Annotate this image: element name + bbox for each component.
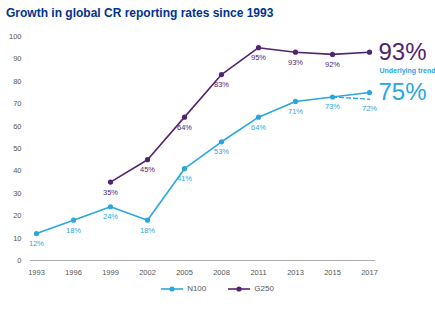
- svg-text:2015: 2015: [324, 268, 341, 277]
- svg-text:35%: 35%: [103, 188, 118, 197]
- svg-text:75%: 75%: [379, 78, 427, 105]
- svg-text:93%: 93%: [288, 58, 303, 67]
- svg-text:53%: 53%: [214, 147, 229, 156]
- svg-text:50: 50: [13, 144, 21, 153]
- svg-text:10: 10: [13, 234, 21, 243]
- svg-text:93%: 93%: [379, 38, 427, 65]
- svg-text:1993: 1993: [28, 268, 45, 277]
- svg-text:20: 20: [13, 211, 21, 220]
- html-text:G250: G250: [254, 284, 274, 293]
- svg-text:2017: 2017: [361, 268, 378, 277]
- svg-text:2013: 2013: [287, 268, 304, 277]
- svg-text:30: 30: [13, 189, 21, 198]
- svg-text:Underlying trend¹: Underlying trend¹: [380, 67, 435, 75]
- svg-text:0: 0: [17, 256, 21, 265]
- svg-text:64%: 64%: [177, 123, 192, 132]
- svg-text:95%: 95%: [251, 53, 266, 62]
- svg-text:72%: 72%: [362, 104, 377, 113]
- svg-text:41%: 41%: [177, 174, 192, 183]
- svg-text:2008: 2008: [213, 268, 230, 277]
- svg-text:1996: 1996: [65, 268, 82, 277]
- svg-text:18%: 18%: [66, 226, 81, 235]
- svg-text:80: 80: [13, 77, 21, 86]
- svg-text:64%: 64%: [251, 123, 266, 132]
- svg-text:18%: 18%: [140, 226, 155, 235]
- svg-text:83%: 83%: [214, 80, 229, 89]
- svg-text:2002: 2002: [139, 268, 156, 277]
- svg-text:45%: 45%: [140, 165, 155, 174]
- svg-text:71%: 71%: [288, 107, 303, 116]
- svg-text:92%: 92%: [325, 60, 340, 69]
- svg-text:60: 60: [13, 122, 21, 131]
- svg-text:12%: 12%: [29, 239, 44, 248]
- svg-text:2011: 2011: [250, 268, 266, 277]
- svg-text:1999: 1999: [102, 268, 119, 277]
- html-text:Growth in global CR reporting: Growth in global CR reporting rates sinc…: [6, 6, 274, 20]
- html-text:N100: N100: [187, 284, 207, 293]
- svg-text:2005: 2005: [176, 268, 193, 277]
- svg-text:73%: 73%: [325, 102, 340, 111]
- svg-text:40: 40: [13, 166, 21, 175]
- svg-text:100: 100: [9, 32, 22, 41]
- svg-text:70: 70: [13, 99, 21, 108]
- svg-text:90: 90: [13, 54, 21, 63]
- svg-text:24%: 24%: [103, 212, 118, 221]
